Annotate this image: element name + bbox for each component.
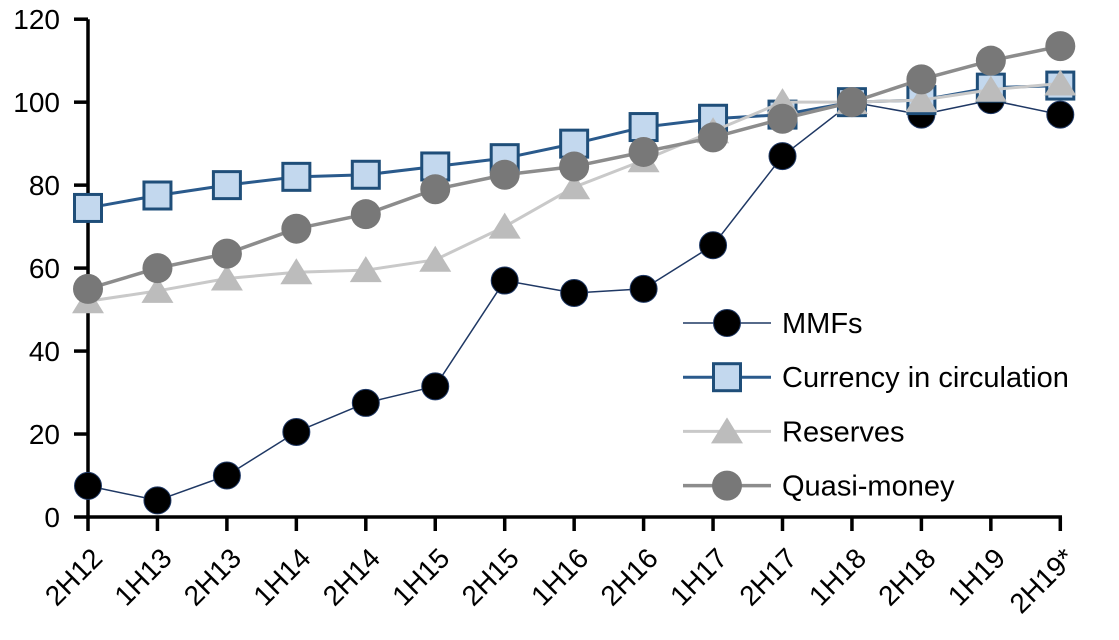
y-axis-tick-label: 40 — [29, 336, 60, 367]
mmfs-marker-circle — [629, 274, 658, 303]
quasi-money-marker-circle — [1045, 31, 1076, 62]
mmfs-marker-circle — [560, 278, 589, 307]
reserves-legend-marker — [711, 417, 743, 444]
currency-in-circulation-marker-square — [211, 170, 242, 201]
mmfs-marker-circle — [74, 471, 102, 500]
x-axis-tick-label: 1H16 — [525, 542, 594, 611]
reserves-marker-triangle — [280, 258, 313, 285]
y-axis-tick-label: 80 — [29, 170, 60, 201]
mmfs-marker-circle — [699, 231, 728, 260]
quasi-money-marker-circle — [142, 253, 173, 284]
y-axis-tick-label: 0 — [44, 502, 60, 533]
legend-item-quasi-money: Quasi-money — [683, 470, 955, 503]
reserves-marker-triangle — [974, 75, 1007, 102]
y-axis-tick-label: 100 — [13, 87, 60, 118]
quasi-money-marker-circle — [211, 238, 242, 269]
reserves-marker-triangle — [419, 245, 452, 272]
mmfs-legend-marker — [713, 309, 741, 337]
legend-label-reserves: Reserves — [782, 416, 905, 448]
x-axis-tick-label: 2H15 — [456, 542, 525, 611]
quasi-money-marker-circle — [73, 273, 103, 304]
mmfs-marker-circle — [768, 142, 797, 171]
legend-item-mmfs: MMFs — [683, 308, 863, 340]
quasi-money-marker-circle — [906, 64, 937, 95]
quasi-money-marker-circle — [698, 122, 729, 153]
x-axis-tick-label: 1H14 — [247, 542, 316, 611]
mmfs-marker-circle — [143, 486, 172, 515]
quasi-money-marker-circle — [628, 136, 659, 167]
quasi-money-marker-circle — [489, 159, 520, 190]
legend-item-currency-in-circulation: Currency in circulation — [683, 362, 1069, 394]
x-axis-tick-label: 2H13 — [178, 542, 247, 611]
x-axis-tick-label: 2H17 — [733, 542, 802, 611]
x-axis-tick-label: 1H13 — [108, 542, 177, 611]
x-axis-tick-label: 1H17 — [664, 542, 733, 611]
reserves-marker-triangle — [210, 264, 243, 291]
x-axis-tick-label: 2H18 — [872, 542, 941, 611]
reserves-marker-triangle — [1044, 69, 1077, 96]
y-axis-tick-label: 120 — [13, 4, 60, 35]
reserves-marker-triangle — [558, 173, 591, 200]
quasi-money-marker-circle — [559, 151, 590, 182]
series-quasi-money — [73, 31, 1076, 304]
y-axis-tick-label: 60 — [29, 253, 60, 284]
currency-in-circulation-marker-square — [281, 161, 312, 192]
quasi-money-marker-circle — [767, 103, 798, 134]
reserves-marker-triangle — [349, 256, 382, 283]
currency-in-circulation-marker-square — [142, 180, 173, 211]
x-axis-tick-label: 1H15 — [386, 542, 455, 611]
legend-label-currency-in-circulation: Currency in circulation — [782, 362, 1069, 394]
mmfs-marker-circle — [282, 417, 311, 446]
quasi-money-marker-circle — [350, 199, 381, 230]
mmfs-marker-circle — [351, 388, 380, 417]
quasi-money-marker-circle — [420, 174, 451, 205]
quasi-money-marker-circle — [975, 45, 1006, 76]
currency-in-circulation-marker-square — [73, 192, 103, 223]
legend-label-mmfs: MMFs — [782, 308, 863, 340]
reserves-marker-triangle — [141, 276, 174, 303]
currency-in-circulation-marker-square — [628, 112, 659, 143]
x-axis-tick-label: 2H12 — [39, 542, 108, 611]
legend-item-reserves: Reserves — [683, 416, 905, 448]
x-axis-tick-label: 1H19 — [942, 542, 1011, 611]
quasi-money-legend-marker — [712, 470, 742, 501]
currency-in-circulation-legend-marker — [712, 362, 742, 393]
mmfs-marker-circle — [212, 461, 241, 490]
legend-label-quasi-money: Quasi-money — [782, 471, 955, 503]
x-axis-tick-label: 1H18 — [803, 542, 872, 611]
x-axis-tick-label: 2H19* — [1004, 542, 1081, 619]
reserves-marker-triangle — [488, 212, 521, 239]
currency-in-circulation-marker-square — [350, 159, 381, 190]
reserves-marker-triangle — [905, 86, 938, 113]
mmfs-marker-circle — [1046, 100, 1075, 129]
quasi-money-marker-circle — [836, 87, 867, 118]
mmfs-marker-circle — [421, 372, 450, 401]
x-axis-tick-label: 2H16 — [595, 542, 664, 611]
legend: MMFs Currency in circulation Reserves Quasi… — [683, 308, 1069, 503]
quasi-money-marker-circle — [281, 213, 312, 244]
mmfs-marker-circle — [490, 266, 519, 295]
y-axis-tick-label: 20 — [29, 419, 60, 450]
x-axis-tick-label: 2H14 — [317, 542, 386, 611]
